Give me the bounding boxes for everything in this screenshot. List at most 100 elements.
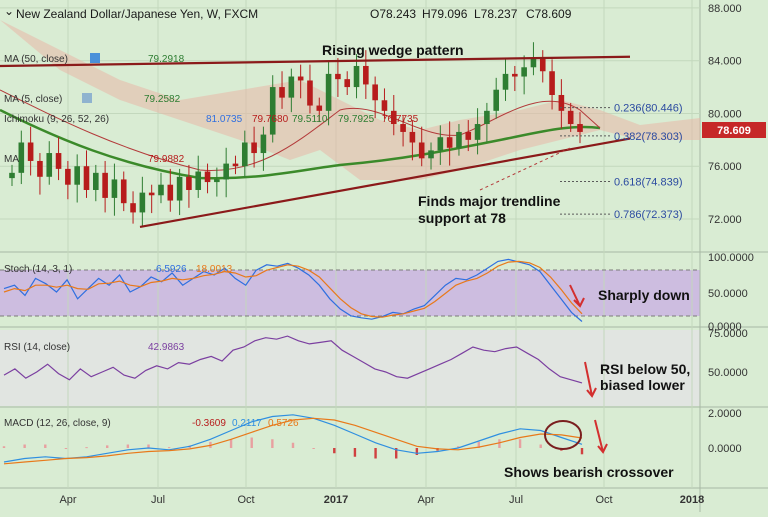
stoch-tick-label: 50.0000 — [708, 288, 748, 300]
macd-hist-bar — [580, 448, 584, 455]
ohlc-low: L78.237 — [474, 7, 518, 21]
candle-body — [344, 79, 351, 88]
candle-body — [232, 163, 239, 167]
settings-icon[interactable] — [82, 93, 92, 103]
candle-body — [37, 160, 43, 177]
macd-hist-bar — [271, 439, 274, 448]
rsi-band — [0, 330, 700, 406]
macd-signal-value: 0.5726 — [268, 418, 299, 429]
settings-icon[interactable] — [90, 53, 100, 63]
candle-body — [428, 150, 434, 159]
candle-body — [195, 171, 202, 190]
macd-hist-value: -0.3609 — [192, 418, 226, 429]
candles — [9, 42, 583, 227]
grid — [0, 0, 700, 488]
candle-body — [474, 124, 481, 140]
macd-hist-bar — [44, 444, 47, 448]
legend-ma5: MA (5, close) 79.2582 — [4, 93, 181, 105]
stoch-label: Stoch (14, 3, 1) — [4, 264, 72, 275]
candle-body — [279, 87, 285, 98]
chevron-down-icon[interactable]: ⌄ — [4, 4, 14, 18]
candle-body — [502, 73, 509, 90]
x-tick-label: 2017 — [324, 494, 348, 506]
macd-hist-bar — [539, 444, 542, 448]
ma50-value: 79.2918 — [148, 54, 185, 65]
candle-body — [549, 71, 555, 95]
ichimoku-value-3: 79.5110 — [292, 114, 328, 125]
x-tick-label: Oct — [237, 494, 254, 506]
candle-body — [65, 168, 71, 185]
arrow-down-icon — [569, 284, 585, 308]
candle-body — [521, 67, 527, 77]
ma50-line — [0, 108, 601, 180]
candle-body — [83, 166, 90, 190]
ma-extra-label: MA — [4, 154, 19, 165]
ma-extra-value: 79.9882 — [148, 154, 185, 165]
macd-hist-bar — [229, 439, 233, 448]
candle-body — [512, 73, 518, 77]
trendline-support — [139, 137, 631, 229]
candle-body — [409, 131, 416, 143]
candle-body — [493, 89, 499, 111]
stoch-tick-label: 100.0000 — [708, 252, 754, 264]
arrow-down-icon — [594, 419, 608, 454]
x-tick-label: Oct — [595, 494, 612, 506]
crossover-circle — [544, 420, 582, 450]
candle-body — [363, 65, 369, 85]
candle-body — [297, 76, 304, 81]
candle-body — [186, 176, 192, 190]
candle-body — [539, 58, 546, 72]
candle-body — [9, 172, 15, 179]
fib-label: 0.236(80.446) — [614, 103, 683, 115]
candle-body — [316, 105, 323, 111]
rsi-tick-label: 75.0000 — [708, 328, 748, 340]
candle-body — [567, 110, 574, 125]
macd-hist-bar — [291, 442, 295, 448]
candle-body — [55, 153, 62, 169]
candle-body — [46, 153, 53, 177]
candle-body — [176, 176, 183, 201]
arrow-down-icon — [584, 361, 597, 398]
macd-hist-bar — [147, 444, 150, 448]
stoch-band — [0, 270, 700, 316]
ichimoku-value-1: 81.0735 — [206, 114, 243, 125]
macd-axis: 2.0000 0.0000 — [708, 408, 742, 455]
macd-hist-bar — [167, 447, 171, 449]
x-tick-label: Apr — [59, 494, 76, 506]
stoch-d-line — [3, 260, 583, 318]
candle-body — [530, 58, 537, 68]
ichimoku-value-2: 79.7680 — [252, 114, 289, 125]
candle-body — [325, 73, 332, 111]
legend-ma-extra: MA 79.9882 — [4, 154, 185, 165]
legend-ichimoku: Ichimoku (9, 26, 52, 26) 81.0735 79.7680… — [4, 114, 419, 125]
candle-body — [93, 172, 99, 190]
candle-body — [335, 73, 341, 80]
macd-value: 0.2117 — [232, 418, 262, 429]
macd-hist-bar — [477, 441, 480, 448]
macd-tick-label: 2.0000 — [708, 408, 742, 420]
macd-hist-bar — [518, 439, 522, 448]
ohlc-open: O78.243 — [370, 7, 416, 21]
candle-body — [390, 110, 397, 125]
candle-body — [307, 80, 313, 106]
ohlc-high: H79.096 — [422, 7, 468, 21]
fib-label: 0.618(74.839) — [614, 177, 683, 189]
candle-body — [288, 76, 295, 98]
candle-body — [204, 171, 211, 183]
macd-line — [3, 414, 583, 463]
x-axis: Apr Jul Oct 2017 Apr Jul Oct 2018 — [59, 494, 704, 506]
candle-body — [484, 110, 490, 125]
rsi-tick-label: 50.0000 — [708, 367, 748, 379]
candle-body — [446, 137, 453, 148]
macd-hist-bar — [498, 439, 501, 448]
candle-body — [111, 179, 118, 198]
candle-body — [148, 192, 155, 196]
candle-body — [269, 87, 276, 135]
macd-hist-bar — [85, 447, 88, 449]
ma50-label: MA (50, close) — [4, 54, 68, 65]
last-price-value: 78.609 — [717, 125, 751, 137]
rsi-line — [3, 335, 583, 384]
candle-body — [158, 184, 164, 196]
macd-annotation: Shows bearish crossover — [504, 464, 674, 480]
macd-hist-bar — [312, 448, 315, 449]
